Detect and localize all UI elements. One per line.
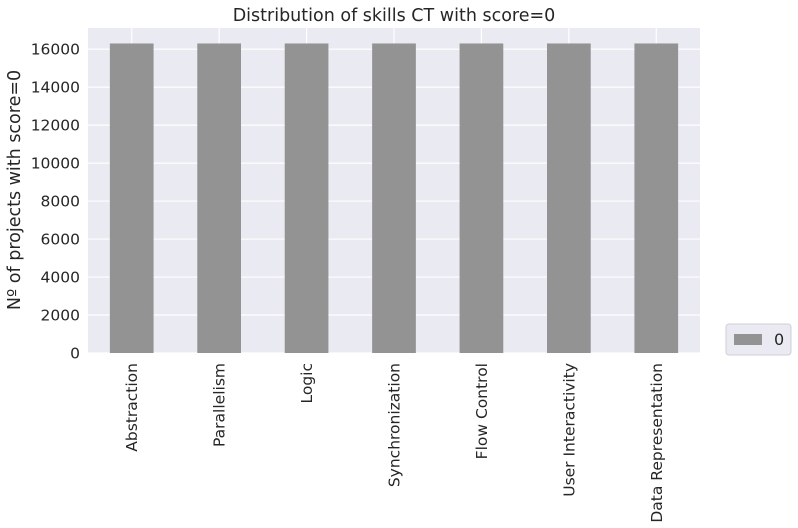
y-tick-label: 10000 — [31, 155, 80, 173]
bar-parallelism — [197, 43, 241, 353]
legend-label: 0 — [774, 330, 784, 349]
x-tick-label: Synchronization — [386, 363, 404, 487]
y-tick-label: 14000 — [31, 79, 80, 97]
y-tick-label: 8000 — [41, 193, 80, 211]
x-tick-label: User Interactivity — [560, 363, 578, 497]
chart-title: Distribution of skills CT with score=0 — [233, 6, 556, 26]
x-tick-label: Data Representation — [648, 363, 666, 523]
x-tick-label: Abstraction — [123, 363, 141, 452]
y-tick-label: 0 — [70, 345, 80, 363]
y-tick-label: 16000 — [31, 41, 80, 59]
x-tick-label: Logic — [298, 363, 316, 404]
y-tick-label: 6000 — [41, 231, 80, 249]
legend: 0 — [725, 323, 792, 356]
legend-swatch — [734, 334, 762, 345]
y-tick-label: 2000 — [41, 307, 80, 325]
bar-synchronization — [372, 43, 416, 353]
bar-user-interactivity — [547, 43, 591, 353]
y-tick-labels: 0 2000 4000 6000 8000 10000 12000 14000 16000 — [31, 41, 80, 363]
bars — [109, 43, 679, 353]
bar-logic — [284, 43, 329, 353]
bar-data-representation — [634, 43, 679, 353]
y-tick-label: 12000 — [31, 117, 80, 135]
x-tick-label: Parallelism — [211, 363, 229, 447]
bar-abstraction — [109, 43, 154, 353]
bar-flow-control — [459, 43, 504, 353]
y-tick-label: 4000 — [41, 269, 80, 287]
x-tick-labels: Abstraction Parallelism Logic Synchronizati… — [123, 363, 666, 523]
x-tick-label: Flow Control — [473, 363, 491, 459]
y-axis-label: Nº of projects with score=0 — [5, 70, 25, 310]
